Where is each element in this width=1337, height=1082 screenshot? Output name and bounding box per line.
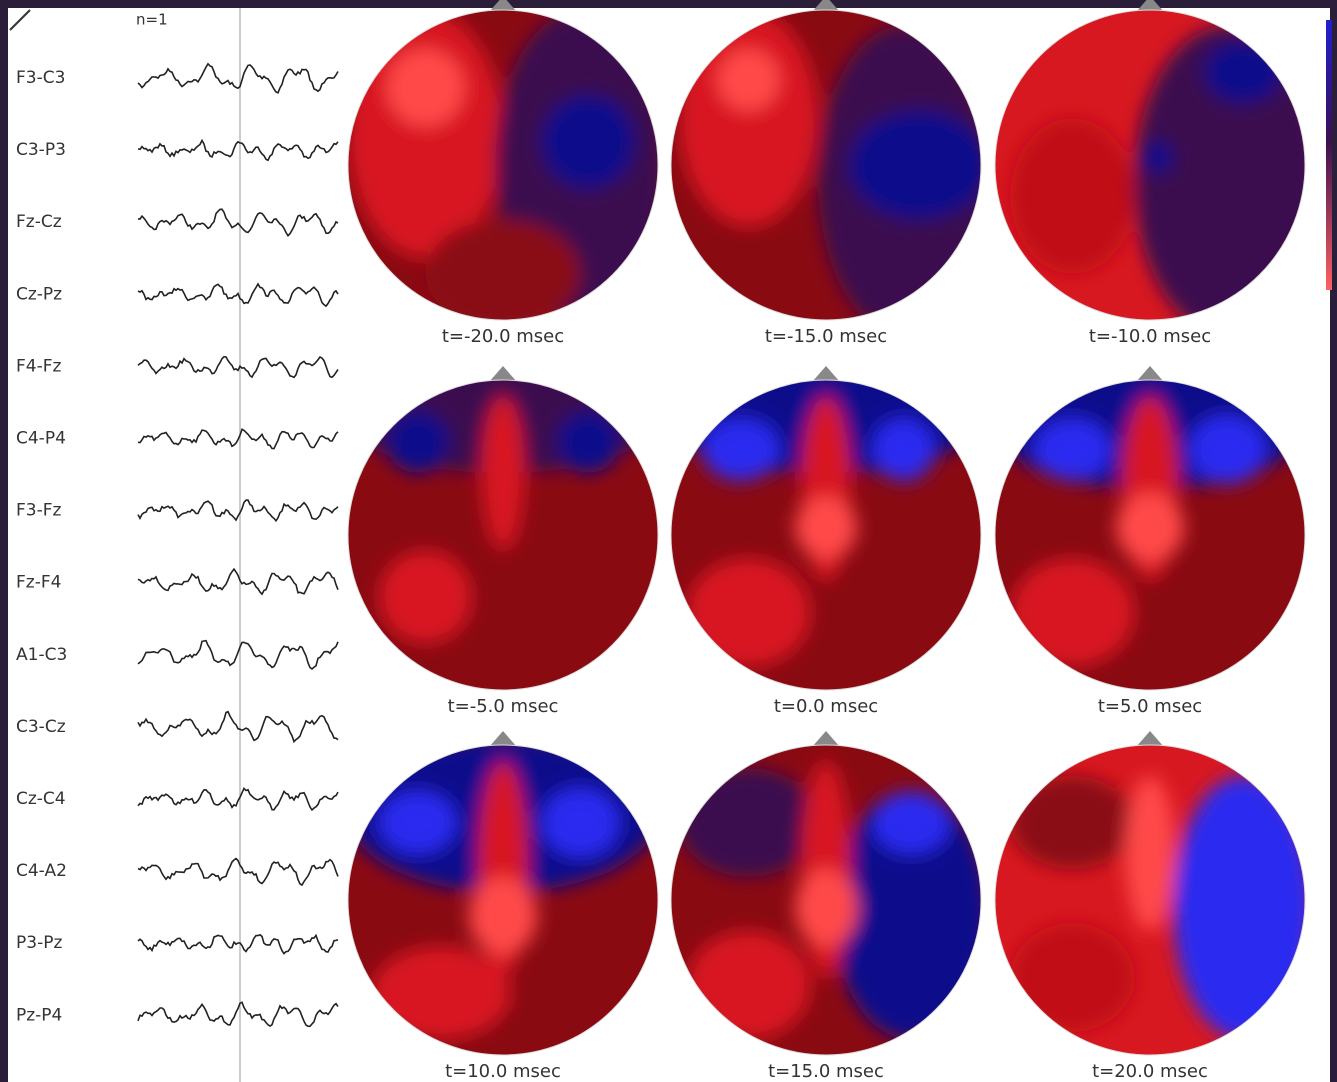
blob — [1142, 142, 1173, 173]
time-label: t=-15.0 msec — [765, 326, 887, 347]
blob — [718, 49, 780, 111]
blob — [1011, 119, 1135, 274]
blob — [873, 792, 951, 854]
time-label: t=-20.0 msec — [442, 326, 564, 347]
channel-label: C3-P3 — [16, 140, 66, 160]
trial-count: n=1 — [136, 11, 168, 29]
channel-label: P3-Pz — [16, 933, 62, 953]
channel-label: F3-C3 — [16, 68, 65, 88]
blob — [387, 49, 465, 127]
eeg-viewer: n=1 F3-C3 C3-P3 Fz-Cz Cz-Pz F4-Fz C4-P4 F3-Fz F… — [0, 0, 1337, 1082]
channel-label: A1-C3 — [16, 645, 67, 665]
channel-label: F4-Fz — [16, 356, 62, 376]
channel-label: Cz-Pz — [16, 284, 62, 304]
channel-label: Fz-F4 — [16, 573, 61, 593]
blob — [379, 792, 457, 854]
time-label: t=-5.0 msec — [448, 696, 559, 717]
time-label: t=10.0 msec — [445, 1061, 561, 1082]
blob — [542, 95, 635, 188]
blob — [379, 551, 472, 644]
blob — [1125, 776, 1175, 931]
time-label: t=5.0 msec — [1098, 696, 1202, 717]
channel-label: F3-Fz — [16, 501, 62, 521]
channel-label: C4-A2 — [16, 861, 67, 881]
color-bar — [1326, 20, 1332, 290]
blob — [795, 869, 857, 947]
time-label: t=20.0 msec — [1092, 1061, 1208, 1082]
blob — [795, 496, 857, 558]
blob — [849, 111, 989, 220]
blob — [1034, 419, 1112, 481]
page: n=1 F3-C3 C3-P3 Fz-Cz Cz-Pz F4-Fz C4-P4 F3-Fz F… — [0, 0, 1337, 1082]
blob — [1189, 416, 1267, 484]
blob — [481, 396, 524, 551]
channel-label: Fz-Cz — [16, 212, 62, 232]
time-label: t=15.0 msec — [768, 1061, 884, 1082]
channel-label: C4-P4 — [16, 429, 66, 449]
channel-label: C3-Cz — [16, 717, 66, 737]
time-label: t=-10.0 msec — [1089, 326, 1211, 347]
blob — [1116, 493, 1184, 561]
blob — [873, 419, 935, 481]
time-label: t=0.0 msec — [774, 696, 878, 717]
blob — [542, 788, 620, 856]
blob — [469, 877, 537, 955]
channel-label: Cz-C4 — [16, 789, 66, 809]
channel-label: Pz-P4 — [16, 1005, 62, 1025]
